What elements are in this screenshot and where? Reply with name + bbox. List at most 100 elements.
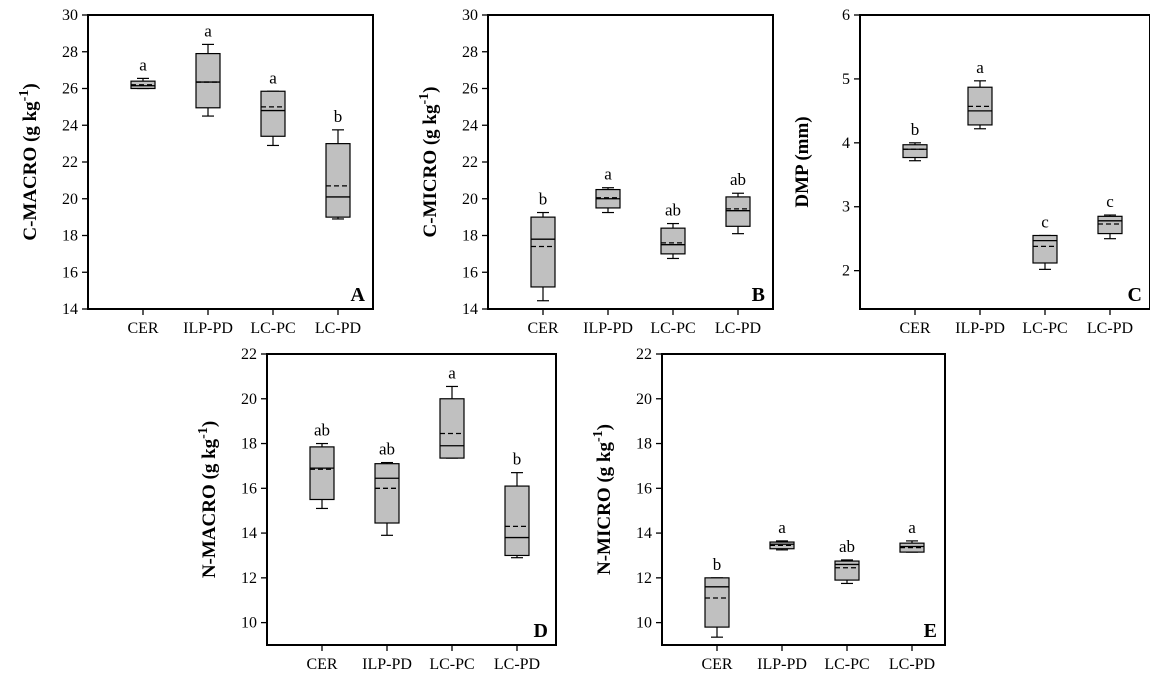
panel-letter: C (1128, 284, 1142, 306)
panel-letter: E (924, 620, 937, 642)
y-tick-label: 22 (241, 346, 257, 363)
x-tick-label: LC-PC (650, 320, 695, 337)
significance-letter: c (1106, 192, 1114, 211)
significance-letter: a (976, 58, 984, 77)
significance-letter: a (778, 518, 786, 537)
y-tick-label: 26 (62, 81, 78, 98)
box (834, 560, 860, 581)
plot-frame (859, 14, 1150, 310)
panel-letter: B (752, 284, 765, 306)
y-tick-label: 14 (462, 301, 478, 318)
y-tick-label: 30 (62, 7, 78, 24)
plot-frame (661, 353, 946, 646)
y-tick-label: 24 (462, 117, 478, 134)
significance-letter: ab (839, 537, 855, 556)
x-tick-label: LC-PD (494, 656, 540, 673)
y-tick-label: 28 (462, 44, 478, 61)
y-tick-label: 12 (241, 570, 257, 587)
significance-letter: a (204, 21, 212, 40)
x-tick-label: LC-PD (1087, 320, 1133, 337)
panel-letter: D (534, 620, 548, 642)
y-tick-label: 20 (241, 391, 257, 408)
y-tick-label: 10 (636, 615, 652, 632)
significance-letter: a (604, 165, 612, 184)
y-tick-label: 22 (462, 154, 478, 171)
plot-frame (266, 353, 557, 646)
y-axis-label: C-MACRO (g kg-1) (17, 83, 41, 240)
y-tick-label: 16 (62, 264, 78, 281)
x-tick-label: ILP-PD (757, 656, 807, 673)
x-tick-label: LC-PC (824, 656, 869, 673)
x-tick-label: LC-PC (429, 656, 474, 673)
x-tick-label: CER (127, 320, 158, 337)
significance-letter: a (448, 363, 456, 382)
x-tick-label: LC-PD (889, 656, 935, 673)
y-axis-label-exponent: -1 (417, 93, 432, 105)
box (374, 463, 400, 524)
y-tick-label: 20 (62, 191, 78, 208)
panel-c: 2 3 4 5 6 DMP (mm) CER b ILP-PD a LC-PC c LC-PD c C (792, 7, 1150, 337)
x-tick-label: LC-PC (250, 320, 295, 337)
y-tick-label: 16 (241, 480, 257, 497)
box (325, 143, 351, 218)
y-axis-label-close: ) (199, 421, 220, 427)
x-tick-label: CER (527, 320, 558, 337)
x-tick-label: ILP-PD (955, 320, 1005, 337)
y-tick-label: 4 (842, 135, 850, 152)
box (260, 90, 286, 137)
box (660, 227, 686, 255)
x-tick-label: LC-PC (1022, 320, 1067, 337)
y-tick-label: 12 (636, 570, 652, 587)
y-tick-label: 20 (462, 191, 478, 208)
significance-letter: b (911, 120, 920, 139)
y-axis-label-exponent: -1 (17, 90, 32, 102)
panel-b: 14 16 18 20 22 24 26 28 30 C-MICRO (g kg-1) CER b IL… (417, 7, 774, 337)
y-tick-label: 18 (462, 228, 478, 245)
box (530, 216, 556, 288)
y-tick-label: 3 (842, 199, 850, 216)
x-tick-label: ILP-PD (183, 320, 233, 337)
x-tick-label: LC-PD (715, 320, 761, 337)
x-tick-label: ILP-PD (362, 656, 412, 673)
significance-letter: a (269, 68, 277, 87)
y-tick-label: 18 (241, 436, 257, 453)
y-tick-label: 14 (62, 301, 78, 318)
significance-letter: ab (665, 201, 681, 220)
x-tick-label: CER (306, 656, 337, 673)
significance-letter: a (139, 55, 147, 74)
y-axis-label-close: ) (594, 424, 615, 430)
significance-letter: b (539, 190, 548, 209)
y-tick-label: 14 (241, 525, 257, 542)
y-axis-label-text: DMP (mm) (792, 116, 813, 207)
significance-letter: c (1041, 213, 1049, 232)
y-tick-label: 26 (462, 81, 478, 98)
box (439, 398, 465, 459)
y-tick-label: 16 (636, 480, 652, 497)
significance-letter: ab (379, 440, 395, 459)
y-tick-label: 20 (636, 391, 652, 408)
x-tick-label: LC-PD (315, 320, 361, 337)
y-axis-label-exponent: -1 (196, 427, 211, 439)
y-axis-label: N-MICRO (g kg-1) (591, 424, 615, 575)
x-tick-label: ILP-PD (583, 320, 633, 337)
x-tick-label: CER (701, 656, 732, 673)
y-axis-label: C-MICRO (g kg-1) (417, 87, 441, 238)
x-tick-label: CER (899, 320, 930, 337)
y-axis-label-text: N-MACRO (g kg (199, 438, 220, 578)
y-tick-label: 24 (62, 117, 78, 134)
box (902, 144, 928, 159)
box (504, 485, 530, 557)
y-axis-label-exponent: -1 (591, 430, 606, 442)
panel-e: 10 12 14 16 18 20 22 N-MICRO (g kg-1) CER b ILP-PD… (591, 346, 946, 673)
y-axis-label-close: ) (20, 83, 41, 89)
box (195, 52, 221, 109)
y-tick-label: 18 (62, 228, 78, 245)
y-tick-label: 30 (462, 7, 478, 24)
y-axis-label: DMP (mm) (792, 116, 813, 207)
y-tick-label: 18 (636, 436, 652, 453)
y-tick-label: 14 (636, 525, 652, 542)
y-tick-label: 22 (636, 346, 652, 363)
significance-letter: a (908, 518, 916, 537)
